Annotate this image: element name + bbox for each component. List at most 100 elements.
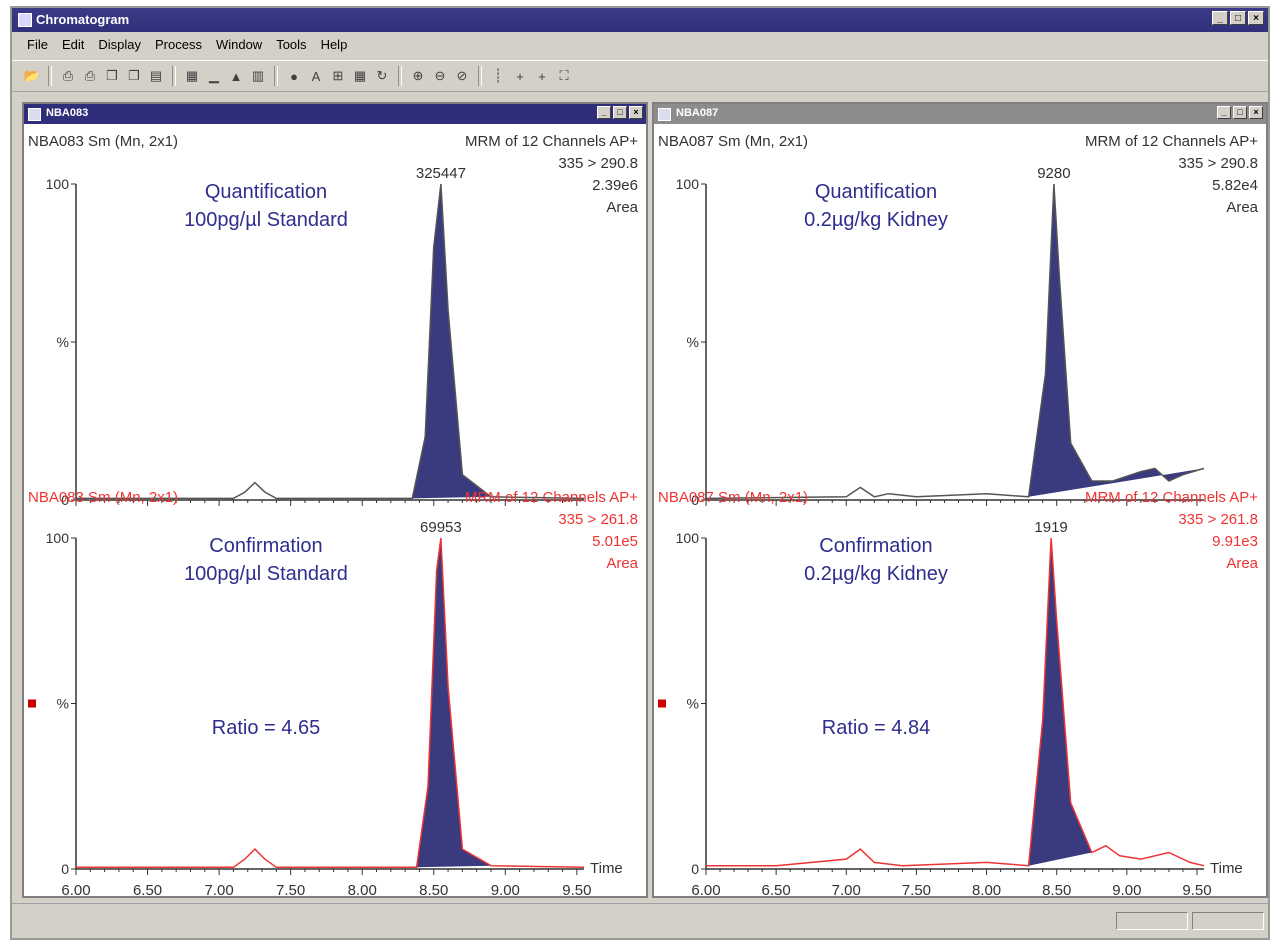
rotate-icon[interactable]: ↻ xyxy=(376,68,388,83)
x-tick-label: 9.00 xyxy=(1112,882,1141,896)
status-panel xyxy=(1116,912,1188,930)
y-tick-label: % xyxy=(57,334,69,350)
close-button[interactable]: × xyxy=(1248,11,1264,25)
zoom-out-icon[interactable]: ⊖ xyxy=(434,68,446,83)
chromatogram-window-left[interactable]: NBA083 _ □ × NBA083 Sm (Mn, 2x1) MRM of 1… xyxy=(22,102,648,898)
fit-icon[interactable]: ⛶ xyxy=(559,68,569,83)
maximize-button[interactable]: □ xyxy=(613,106,627,119)
title-bar[interactable]: Chromatogram _ □ × xyxy=(12,8,1268,32)
trace-line xyxy=(706,537,1205,867)
peak-icon[interactable]: ▲ xyxy=(229,68,243,84)
close-button[interactable]: × xyxy=(1249,106,1263,119)
chart-icon[interactable]: ▁ xyxy=(209,68,219,83)
open-icon[interactable]: 📂 xyxy=(23,68,41,83)
grid-icon[interactable]: ▦ xyxy=(353,68,367,83)
copy-alt-icon[interactable]: ❐ xyxy=(128,68,140,83)
menu-bar: File Edit Display Process Window Tools H… xyxy=(12,34,1268,56)
app-icon xyxy=(18,13,32,27)
trace-line xyxy=(705,183,1205,500)
x-tick-label: 9.50 xyxy=(1182,882,1211,896)
header-mode: Area xyxy=(1226,199,1258,216)
maximize-button[interactable]: □ xyxy=(1230,11,1246,25)
toolbar: 📂 ⎙ ⎙ ❐ ❐ ▤ ▦ ▁ ▲ ▥ ● A ⊞ ▦ ↻ ⊕ ⊖ ⊘ ┊ + + ⛶ xyxy=(12,60,1268,92)
peak-fill xyxy=(1028,538,1092,866)
y-tick-label: 0 xyxy=(691,861,699,877)
close-button[interactable]: × xyxy=(629,106,643,119)
header-transition: 335 > 290.8 xyxy=(558,155,638,172)
header-mode: Area xyxy=(1226,555,1258,572)
x-tick-label: 6.50 xyxy=(133,882,162,896)
header-total: 5.01e5 xyxy=(592,533,638,550)
toolbar-separator xyxy=(398,66,402,86)
panel-title: Confirmation xyxy=(209,535,322,557)
x-tick-label: 6.00 xyxy=(61,882,90,896)
ratio-label: Ratio = 4.84 xyxy=(822,717,930,739)
app-window: Chromatogram _ □ × File Edit Display Pro… xyxy=(10,6,1270,940)
x-tick-label: 8.50 xyxy=(1042,882,1071,896)
minimize-button[interactable]: _ xyxy=(597,106,611,119)
chromatogram-window-right[interactable]: NBA087 _ □ × NBA087 Sm (Mn, 2x1) MRM of 1… xyxy=(652,102,1268,898)
minimize-button[interactable]: _ xyxy=(1217,106,1231,119)
point-icon[interactable]: + xyxy=(516,68,524,84)
panel-subtitle: 100pg/µl Standard xyxy=(184,209,348,231)
x-tick-label: 7.50 xyxy=(902,882,931,896)
print-icon[interactable]: ⎙ xyxy=(62,68,74,83)
menu-help[interactable]: Help xyxy=(320,37,348,52)
header-function: MRM of 12 Channels AP+ xyxy=(1085,489,1258,506)
print-preview-icon[interactable]: ⎙ xyxy=(84,68,96,83)
menu-process[interactable]: Process xyxy=(154,37,202,52)
child-title-bar[interactable]: NBA087 _ □ × xyxy=(654,104,1266,124)
child-title: NBA083 xyxy=(46,107,89,119)
chromatogram-plot[interactable]: NBA083 Sm (Mn, 2x1) MRM of 12 Channels AP… xyxy=(24,124,646,896)
document-icon xyxy=(658,108,671,121)
menu-window[interactable]: Window xyxy=(215,37,263,52)
minimize-button[interactable]: _ xyxy=(1212,11,1228,25)
y-tick-label: 100 xyxy=(676,176,700,192)
y-tick-label: 0 xyxy=(61,861,69,877)
header-sample: NBA083 Sm (Mn, 2x1) xyxy=(28,489,178,506)
panel-title: Quantification xyxy=(815,181,937,203)
separator-icon[interactable]: ┊ xyxy=(494,68,502,83)
header-mode: Area xyxy=(606,555,638,572)
x-tick-label: 6.00 xyxy=(691,882,720,896)
peak-label: 69953 xyxy=(420,519,462,536)
menu-edit[interactable]: Edit xyxy=(61,37,85,52)
x-tick-label: 8.00 xyxy=(972,882,1001,896)
status-panel xyxy=(1192,912,1264,930)
copy-icon[interactable]: ❐ xyxy=(106,68,118,83)
text-icon[interactable]: A xyxy=(311,68,321,84)
zoom-reset-icon[interactable]: ⊘ xyxy=(456,68,468,83)
y-tick-label: % xyxy=(687,696,699,712)
point-alt-icon[interactable]: + xyxy=(538,68,546,84)
x-tick-label: 7.50 xyxy=(276,882,305,896)
child-title-bar[interactable]: NBA083 _ □ × xyxy=(24,104,646,124)
layout-icon[interactable]: ⊞ xyxy=(332,68,344,83)
header-transition: 335 > 261.8 xyxy=(558,511,638,528)
panel-title: Confirmation xyxy=(819,535,932,557)
header-function: MRM of 12 Channels AP+ xyxy=(465,133,638,150)
color-icon[interactable]: ● xyxy=(290,68,298,84)
header-total: 5.82e4 xyxy=(1212,177,1258,194)
maximize-button[interactable]: □ xyxy=(1233,106,1247,119)
zoom-in-icon[interactable]: ⊕ xyxy=(412,68,424,83)
peak-fill xyxy=(1028,184,1204,497)
header-total: 9.91e3 xyxy=(1212,533,1258,550)
export-icon[interactable]: ▦ xyxy=(185,68,199,83)
toolbar-separator xyxy=(48,66,52,86)
y-tick-label: 100 xyxy=(46,530,70,546)
peak-fill xyxy=(412,184,491,499)
panel-subtitle: 0.2µg/kg Kidney xyxy=(804,209,948,231)
toolbar-separator xyxy=(274,66,278,86)
panel-subtitle: 0.2µg/kg Kidney xyxy=(804,563,948,585)
channel-marker xyxy=(28,699,36,708)
x-tick-label: 6.50 xyxy=(762,882,791,896)
peak-fill xyxy=(416,538,491,868)
menu-tools[interactable]: Tools xyxy=(276,37,307,52)
y-tick-label: 100 xyxy=(46,176,70,192)
menu-display[interactable]: Display xyxy=(98,37,141,52)
chromatogram-plot[interactable]: NBA087 Sm (Mn, 2x1) MRM of 12 Channels AP… xyxy=(654,124,1266,896)
panel-subtitle: 100pg/µl Standard xyxy=(184,563,348,585)
stack-icon[interactable]: ▥ xyxy=(251,68,265,83)
menu-file[interactable]: File xyxy=(27,37,48,52)
paste-icon[interactable]: ▤ xyxy=(149,68,163,83)
